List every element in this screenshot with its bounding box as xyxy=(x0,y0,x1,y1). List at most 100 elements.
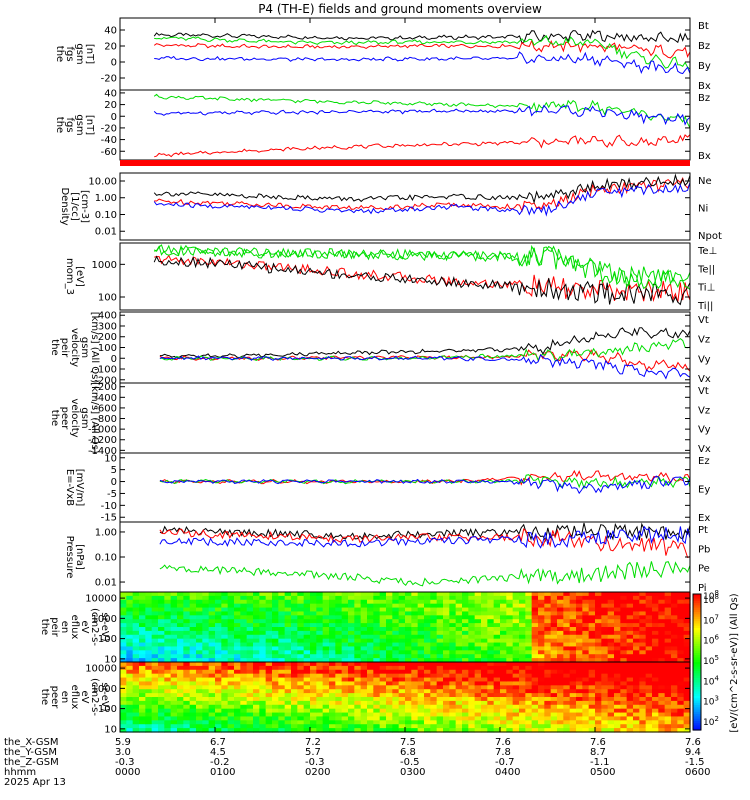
heatmap-cell xyxy=(291,665,298,671)
heatmap-cell xyxy=(493,607,501,613)
y-axis-label: peer xyxy=(59,407,70,431)
heatmap-cell xyxy=(291,689,298,694)
heatmap-cell xyxy=(538,728,545,733)
heatmap-cell xyxy=(132,646,140,651)
heatmap-cell xyxy=(183,712,191,718)
heatmap-cell xyxy=(474,654,482,659)
panel-frame xyxy=(119,452,691,523)
heatmap-cell xyxy=(582,634,590,640)
heatmap-cell xyxy=(208,700,216,706)
heatmap-cell xyxy=(297,607,305,613)
heatmap-cell xyxy=(671,673,678,679)
heatmap-cell xyxy=(272,654,279,659)
heatmap-cell xyxy=(221,728,229,733)
heatmap-cell xyxy=(563,685,571,690)
heatmap-cell xyxy=(481,685,488,690)
heatmap-cell xyxy=(411,615,419,620)
heatmap-cell xyxy=(595,634,602,640)
heatmap-cell xyxy=(652,712,659,718)
y-tick-label: -10 xyxy=(101,501,117,512)
heatmap-cell xyxy=(259,720,267,725)
y-tick-label: 10000 xyxy=(85,664,117,675)
heatmap-cell xyxy=(151,677,159,683)
heatmap-cell xyxy=(151,627,159,632)
heatmap-cell xyxy=(405,599,412,605)
heatmap-cell xyxy=(208,658,216,663)
heatmap-cell xyxy=(234,658,241,663)
heatmap-cell xyxy=(259,650,267,655)
heatmap-cell xyxy=(531,700,539,706)
heatmap-cell xyxy=(519,728,526,733)
heatmap-cell xyxy=(411,595,419,601)
heatmap-cell xyxy=(569,728,577,733)
legend-Vt: Vt xyxy=(698,315,709,326)
heatmap-cell xyxy=(259,615,267,620)
heatmap-cell xyxy=(151,619,159,624)
heatmap-cell xyxy=(614,646,621,651)
heatmap-cell xyxy=(253,611,260,616)
heatmap-cell xyxy=(506,619,514,624)
heatmap-cell xyxy=(664,592,672,597)
heatmap-cell xyxy=(259,665,267,671)
heatmap-cell xyxy=(601,599,609,605)
heatmap-cell xyxy=(462,607,469,613)
heatmap-cell xyxy=(322,642,330,648)
heatmap-cell xyxy=(278,662,286,667)
heatmap-cell xyxy=(512,603,520,609)
heatmap-cell xyxy=(519,630,526,636)
heatmap-cell xyxy=(500,700,507,706)
heatmap-cell xyxy=(576,685,583,690)
heatmap-cell xyxy=(569,724,577,729)
heatmap-cell xyxy=(531,638,539,644)
heatmap-cell xyxy=(576,634,583,640)
heatmap-cell xyxy=(329,662,336,667)
heatmap-cell xyxy=(449,673,457,679)
heatmap-cell xyxy=(620,724,628,729)
heatmap-cell xyxy=(588,607,596,613)
heatmap-cell xyxy=(595,638,602,644)
heatmap-cell xyxy=(208,607,216,613)
heatmap-cell xyxy=(601,685,609,690)
heatmap-cell xyxy=(601,689,609,694)
heatmap-cell xyxy=(563,700,571,706)
heatmap-cell xyxy=(386,650,393,655)
heatmap-cell xyxy=(221,650,229,655)
heatmap-cell xyxy=(595,685,602,690)
heatmap-cell xyxy=(569,658,577,663)
heatmap-cell xyxy=(335,615,343,620)
heatmap-cell xyxy=(234,627,241,632)
heatmap-cell xyxy=(170,627,178,632)
heatmap-cell xyxy=(240,603,248,609)
heatmap-cell xyxy=(158,728,165,733)
heatmap-cell xyxy=(677,673,685,679)
heatmap-cell xyxy=(652,720,659,725)
heatmap-cell xyxy=(569,595,577,601)
heatmap-cell xyxy=(151,693,159,698)
heatmap-cell xyxy=(234,634,241,640)
heatmap-cell xyxy=(177,693,184,698)
heatmap-cell xyxy=(329,712,336,718)
heatmap-cell xyxy=(614,658,621,663)
heatmap-cell xyxy=(379,634,387,640)
heatmap-cell xyxy=(607,697,615,702)
plot-title: P4 (TH-E) fields and ground moments over… xyxy=(258,2,542,16)
heatmap-cell xyxy=(626,697,634,702)
heatmap-cell xyxy=(557,669,564,675)
heatmap-cell xyxy=(329,623,336,628)
heatmap-cell xyxy=(139,607,146,613)
heatmap-cell xyxy=(462,630,469,636)
heatmap-cell xyxy=(531,724,539,729)
heatmap-cell xyxy=(449,615,457,620)
heatmap-cell xyxy=(645,677,653,683)
x-tick-label: -1.1 xyxy=(590,757,610,768)
heatmap-cell xyxy=(607,665,615,671)
colorbar: 102103104105106107108108[eV/(cm^2-s-sr-e… xyxy=(692,589,740,733)
heatmap-cell xyxy=(367,677,374,683)
heatmap-cell xyxy=(436,689,444,694)
panel-frame xyxy=(119,17,691,91)
heatmap-cell xyxy=(297,638,305,644)
x-tick-label: -0.5 xyxy=(400,757,420,768)
series-line-Te|| xyxy=(153,255,691,306)
heatmap-cell xyxy=(189,615,197,620)
heatmap-cell xyxy=(310,615,317,620)
